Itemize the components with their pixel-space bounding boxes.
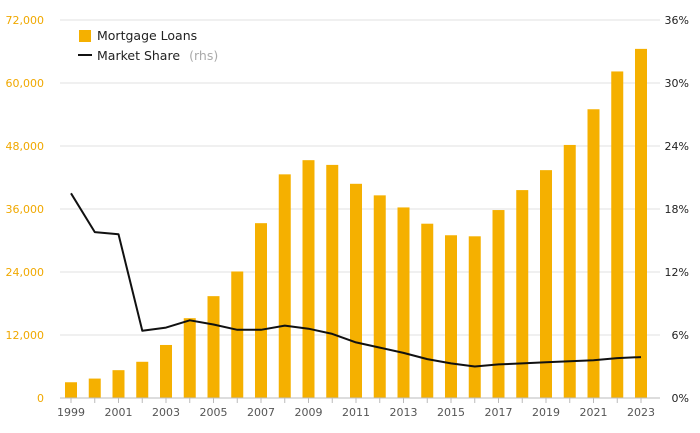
bar-mortgage-loans (563, 144, 576, 398)
axes: 0 0% 12,000 6% 24,000 12% 36,000 18% 48,000 24% 60… (6, 14, 690, 419)
legend-label-market-share-note: (rhs) (189, 48, 218, 63)
y-right-tick-label: 24% (665, 140, 689, 153)
bar-mortgage-loans (540, 170, 552, 398)
y-left-tick-label: 60,000 (6, 77, 45, 90)
x-tick-label: 2015 (437, 406, 465, 419)
bar-mortgage-loans (302, 160, 315, 398)
x-tick-label: 2001 (105, 406, 133, 419)
bar-mortgage-loans (88, 378, 101, 398)
x-tick-label: 2005 (200, 406, 228, 419)
x-tick-label: 2013 (390, 406, 418, 419)
x-tick-label: 2007 (247, 406, 275, 419)
y-left-tick-label: 48,000 (6, 140, 45, 153)
bar-mortgage-loans (65, 382, 77, 398)
bar-mortgage-loans (255, 223, 267, 398)
bar-mortgage-loans (635, 48, 647, 398)
bar-mortgage-loans (468, 236, 481, 398)
bar-mortgage-loans (611, 71, 624, 398)
bar-mortgage-loans (278, 174, 291, 398)
x-tick-label: 2011 (342, 406, 370, 419)
y-right-tick-label: 18% (665, 203, 689, 216)
bar-mortgage-loans (207, 296, 220, 398)
y-left-tick-label: 0 (37, 392, 44, 405)
legend: Mortgage Loans Market Share (rhs) (78, 28, 218, 64)
y-left-tick-label: 12,000 (6, 329, 45, 342)
x-tick-label: 2023 (627, 406, 655, 419)
x-tick-label: 2019 (532, 406, 560, 419)
legend-label-mortgage-loans: Mortgage Loans (97, 28, 197, 43)
bar-mortgage-loans (326, 164, 339, 398)
bar-mortgage-loans (112, 370, 125, 398)
x-tick-label: 2017 (485, 406, 513, 419)
line-market-share (70, 192, 642, 368)
y-right-tick-label: 30% (665, 77, 689, 90)
legend-label-market-share: Market Share (rhs) (97, 45, 218, 64)
bar-mortgage-loans (183, 318, 196, 398)
bar-series (65, 48, 647, 398)
x-tick-label: 1999 (57, 406, 85, 419)
bar-mortgage-loans (136, 361, 149, 398)
legend-swatch-mortgage-loans (79, 30, 91, 42)
bar-mortgage-loans (160, 344, 172, 398)
bar-mortgage-loans (492, 210, 505, 398)
bar-mortgage-loans (231, 271, 244, 398)
bar-mortgage-loans (373, 195, 386, 398)
bar-mortgage-loans (421, 223, 434, 398)
x-tick-label: 2009 (295, 406, 323, 419)
x-tick-label: 2021 (580, 406, 608, 419)
line-series (70, 192, 642, 368)
y-right-tick-label: 12% (665, 266, 689, 279)
bar-mortgage-loans (587, 109, 600, 398)
bar-mortgage-loans (516, 190, 529, 398)
y-right-tick-label: 6% (672, 329, 689, 342)
x-tick-label: 2003 (152, 406, 180, 419)
y-right-tick-label: 0% (672, 392, 689, 405)
legend-label-market-share-text: Market Share (97, 48, 180, 63)
y-left-tick-label: 24,000 (6, 266, 45, 279)
y-left-tick-label: 36,000 (6, 203, 45, 216)
y-right-tick-label: 36% (665, 14, 689, 27)
y-left-tick-label: 72,000 (6, 14, 45, 27)
bar-mortgage-loans (350, 183, 362, 398)
bar-mortgage-loans (397, 207, 410, 398)
bar-mortgage-loans (445, 235, 457, 398)
